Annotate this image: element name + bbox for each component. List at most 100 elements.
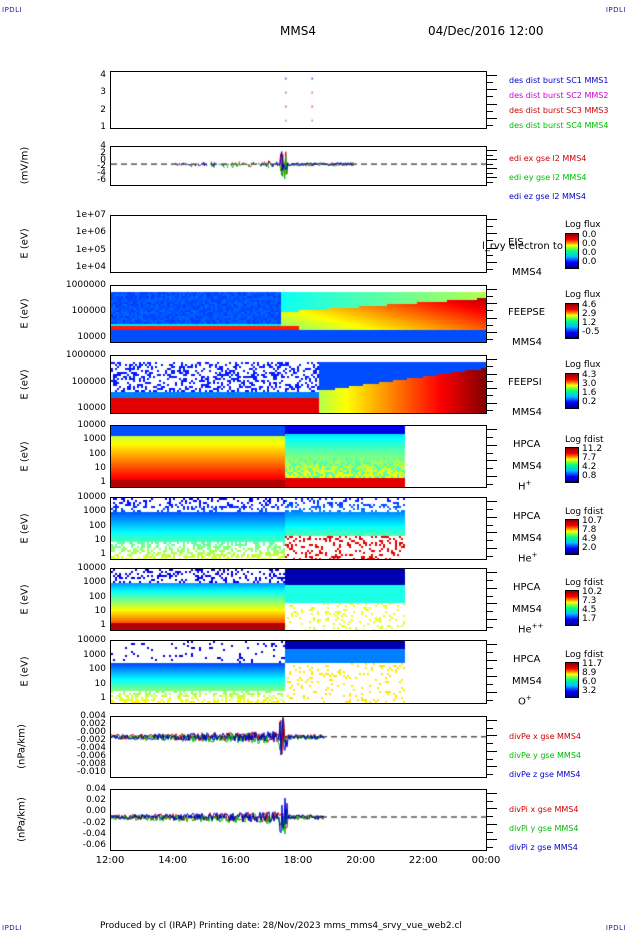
ytick-label: -2 (97, 161, 106, 172)
ytick-label: 1000000 (65, 280, 106, 290)
colorbar-value: 10.2 (582, 587, 603, 597)
ytick-label: 1000 (83, 434, 106, 445)
corner-label-tl: IPDLI (2, 6, 23, 14)
species-charge: + (525, 694, 532, 702)
hpca_hepp-plot-area (111, 569, 486, 630)
colorbar-value: 4.9 (582, 534, 597, 544)
colorbar-value: 7.8 (582, 525, 597, 535)
legend-entry: divPe z gse MMS4 (509, 770, 581, 779)
ytick-label: -0.02 (82, 817, 106, 828)
corner-label-tr: IPDLI (605, 6, 626, 14)
colorbar-value: 0.0 (582, 257, 597, 267)
colorbar-title: Log flux (565, 290, 601, 300)
colorbar-value: 4.6 (582, 300, 597, 310)
ytick-label: 100 (88, 591, 106, 602)
ytick-label: 100 (88, 664, 106, 674)
ytick-label: 100 (88, 448, 106, 459)
colorbar-value: 2.9 (582, 309, 597, 319)
species-charge: + (525, 479, 532, 487)
colorbar-value: 1.2 (582, 318, 597, 328)
ytick-label: 1000 (83, 506, 106, 517)
colorbar (565, 447, 579, 483)
ytick-label: 0.00 (85, 806, 106, 817)
ytick-label: 2 (100, 147, 106, 158)
eis-plot-area (111, 216, 486, 272)
ytick-label: 4 (100, 70, 106, 80)
ytick-label: 3 (100, 87, 106, 98)
panel-hpca_o (110, 640, 487, 704)
ytick-label: 1 (100, 693, 106, 703)
ytick-label: 0.04 (85, 784, 106, 794)
colorbar-value: 2.0 (582, 543, 597, 553)
colorbar-value: 0.0 (582, 239, 597, 249)
x-tick-label: 16:00 (220, 855, 250, 866)
hpca_he-plot-area (111, 498, 486, 559)
y-axis-label: E (eV) (19, 656, 31, 687)
ytick-label: 1e+07 (75, 210, 106, 220)
ytick-label: 4 (100, 141, 106, 151)
spacecraft-label: MMS4 (512, 604, 542, 615)
spacecraft-label: MMS4 (512, 337, 542, 348)
ytick-label: 0.004 (80, 711, 106, 721)
x-tick-label: 20:00 (346, 855, 376, 866)
x-tick-label: 18:00 (283, 855, 313, 866)
instrument-label: HPCA (513, 654, 541, 665)
right-axis-ticks (487, 497, 499, 560)
species-name: He (518, 624, 532, 636)
ytick-label: 1 (100, 620, 106, 630)
legend-entry: edi ey gse l2 MMS4 (509, 173, 587, 182)
ytick-label: 1 (100, 122, 106, 132)
divpe-plot-area (111, 717, 486, 777)
right-axis-ticks (487, 789, 499, 851)
colorbar-value: 11.2 (582, 444, 603, 454)
species-label: He++ (518, 622, 543, 635)
right-axis-ticks (487, 640, 499, 704)
species-label: O+ (518, 694, 532, 707)
right-axis-ticks (487, 355, 499, 414)
y-axis-label: E (eV) (19, 228, 31, 259)
divpi-plot-area (111, 790, 486, 850)
panel-hpca_h (110, 425, 487, 488)
spacecraft-label: MMS4 (512, 461, 542, 472)
species-label: He+ (518, 551, 538, 564)
ytick-label: 100 (88, 520, 106, 531)
ytick-label: -0.006 (76, 751, 106, 761)
colorbar-value: 3.2 (582, 686, 597, 696)
panel-hpca_he (110, 497, 487, 560)
species-charge: ++ (531, 622, 544, 630)
colorbar (565, 519, 579, 555)
panel-eis (110, 215, 487, 273)
feepsi-plot-area (111, 356, 486, 413)
legend-entry: divPe y gse MMS4 (509, 751, 581, 760)
y-axis-label: (nPa/km) (16, 724, 28, 769)
species-label: H+ (518, 479, 531, 492)
colorbar (565, 590, 579, 626)
ytick-label: 10000 (77, 332, 106, 342)
instrument-label: HPCA (513, 582, 541, 593)
panel-feepsi (110, 355, 487, 414)
species-charge: + (531, 551, 538, 559)
ytick-label: 10000 (77, 563, 106, 573)
colorbar-title: Log fdist (565, 435, 604, 445)
panel-burst (110, 71, 487, 129)
colorbar-title: Log fdist (565, 578, 604, 588)
ytick-label: -0.06 (82, 840, 106, 850)
right-axis-ticks (487, 425, 499, 488)
right-axis-ticks (487, 71, 499, 129)
ytick-label: 100000 (71, 376, 106, 387)
hpca_h-plot-area (111, 426, 486, 487)
ytick-label: -6 (97, 175, 106, 185)
x-tick-label: 14:00 (158, 855, 188, 866)
instrument-label: HPCA (513, 511, 541, 522)
corner-label-bl: IPDLI (2, 924, 23, 932)
legend-entry: divPi z gse MMS4 (509, 843, 578, 852)
instrument-label: HPCA (513, 439, 541, 450)
species-name: H (518, 481, 526, 493)
species-name: O (518, 696, 526, 708)
ytick-label: -0.004 (76, 743, 106, 753)
ytick-label: 0.02 (85, 795, 106, 806)
colorbar-value: 6.0 (582, 677, 597, 687)
colorbar-value: 8.9 (582, 668, 597, 678)
panel-feepse (110, 285, 487, 343)
ytick-label: -0.008 (76, 759, 106, 769)
